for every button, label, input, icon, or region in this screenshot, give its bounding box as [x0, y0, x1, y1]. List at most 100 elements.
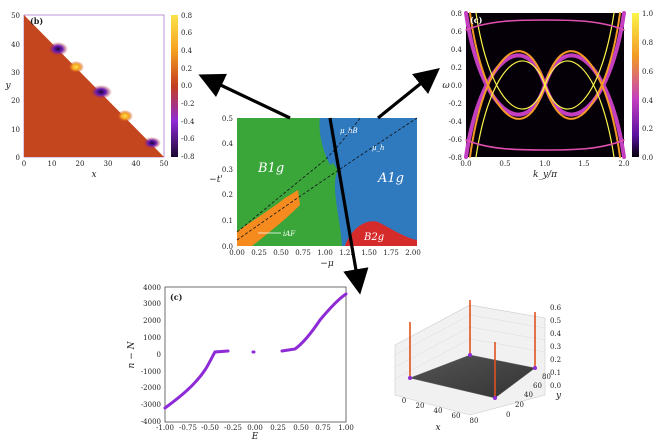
panel-c-ytick: -0.8: [449, 154, 463, 162]
panel-c-ytick: 0.0: [451, 82, 462, 90]
panel-b-vortex-4: [117, 110, 133, 122]
phase-xtick: 0.00: [229, 249, 245, 257]
panel-c-ytick: -0.6: [449, 136, 463, 144]
panel-c-xticks: 0.0 0.5 1.0 1.5 2.0: [460, 160, 629, 168]
panel-3d-xlabel: x: [435, 423, 440, 433]
panel-c-xtick: 0.0: [460, 160, 471, 168]
panel-count-xtick: 1.00: [338, 424, 354, 432]
panel-b-ytick: 20: [11, 97, 20, 105]
panel-c-ytick: -0.4: [449, 118, 463, 126]
panel-c-letter: (c): [470, 15, 483, 25]
panel-b-xlabel: x: [91, 170, 96, 180]
panel-c-cbtick: 1.0: [642, 10, 653, 18]
panel-b-colorbar-ticks: 0.8 0.6 0.4 0.2 0.0 -0.2 -0.4 -0.6 -0.8: [181, 12, 195, 161]
panel-count-ytick: -4000: [141, 418, 161, 426]
panel-b-xtick: 40: [132, 160, 141, 168]
panel-count-ytick: -3000: [141, 401, 161, 409]
panel-count: (c) -1.00 -0.75 -0.50 -0.25 0.00 0.25 0.…: [127, 284, 354, 440]
phase-xlabel: −μ: [320, 259, 334, 269]
panel-b-map: (b) 0 10 20 30 40 50 0 10 20 30 40 50 x …: [4, 12, 195, 180]
phase-xtick: 1.75: [383, 249, 399, 257]
panel-count-xtick: -1.00: [156, 424, 174, 432]
phase-label-mu-h: μ_h: [372, 144, 385, 152]
panel-count-xtick: 0.00: [247, 424, 263, 432]
panel-c-cbtick: 0.8: [642, 39, 653, 47]
panel-count-ytick: 3000: [143, 300, 161, 308]
phase-ytick: 0.4: [222, 140, 234, 148]
phase-xtick: 1.50: [361, 249, 377, 257]
panel-c-xtick: 1.0: [539, 160, 550, 168]
phase-boundary-mu-h: [236, 117, 418, 241]
phase-ytick: 0.2: [222, 191, 233, 199]
panel-c-cbtick: 0.2: [642, 125, 653, 133]
panel-3d-xtick: 40: [434, 407, 443, 415]
phase-ytick: 0.1: [222, 217, 233, 225]
panel-count-xtick: 0.25: [270, 424, 286, 432]
panel-count-yticks: 4000 3000 2000 1000 0 -1000 -2000 -3000 …: [141, 284, 161, 426]
phase-xtick: 0.50: [273, 249, 289, 257]
panel-b-ytick: 40: [11, 41, 20, 49]
phase-yticks: 0.5 0.4 0.3 0.2 0.1 0.0: [222, 115, 234, 251]
panel-b-xtick: 10: [48, 160, 57, 168]
panel-b-cbtick: 0.0: [181, 82, 192, 90]
panel-b-cbtick: -0.4: [181, 118, 195, 126]
panel-b-vortex-1: [48, 42, 68, 56]
panel-b-ytick: 0: [16, 154, 20, 162]
panel-count-ylabel: n − N: [127, 340, 137, 368]
panel-3d-ytick: 0: [506, 411, 510, 419]
panel-b-cbtick: 0.4: [181, 47, 193, 55]
panel-c-yticks: 0.8 0.6 0.4 0.2 0.0 -0.2 -0.4 -0.6 -0.8: [449, 10, 463, 162]
panel-b-cbtick: -0.6: [181, 135, 195, 143]
phase-xtick: 2.00: [405, 249, 421, 257]
phase-xtick: 0.75: [295, 249, 311, 257]
panel-b-cbtick: -0.2: [181, 100, 195, 108]
panel-b-ytick: 50: [11, 12, 20, 20]
panel-b-ytick: 10: [11, 126, 20, 134]
phase-xtick: 1.25: [339, 249, 355, 257]
arrow-to-panel-b: [198, 73, 291, 120]
panel-b-letter: (b): [30, 16, 43, 26]
panel-c-ytick: 0.2: [451, 64, 462, 72]
panel-3d-ytick: 60: [533, 382, 542, 390]
panel-c-spectrum: (c) 0.0 0.5 1.0 1.5 2.0 0.8 0.6 0.4 0.2 …: [442, 10, 653, 180]
panel-c-xtick: 1.5: [578, 160, 589, 168]
phase-b2g-region: [345, 221, 417, 246]
panel-b-vortex-2: [68, 61, 84, 73]
panel-3d-xtick: 0: [402, 397, 406, 405]
panel-c-bands: [464, 11, 626, 159]
phase-boundary-mu-hb: [236, 117, 361, 233]
panel-b-xticks: 0 10 20 30 40 50: [22, 160, 169, 168]
panel-c-colorbar-ticks: 1.0 0.8 0.6 0.4 0.2 0.0: [642, 10, 654, 162]
panel-count-xticks: -1.00 -0.75 -0.50 -0.25 0.00 0.25 0.50 0…: [156, 424, 354, 432]
phase-label-b1g: B1g: [257, 161, 284, 176]
phase-iaf-region: [237, 190, 300, 246]
panel-count-xtick: 0.75: [315, 424, 331, 432]
panel-c-ylabel: ω: [442, 81, 450, 91]
panel-3d-yticks: 0 20 40 60 80: [506, 373, 551, 419]
panel-b-xtick: 50: [160, 160, 169, 168]
panel-b-vortex-3: [90, 85, 112, 99]
panel-3d-ytick: 40: [524, 391, 533, 399]
panel-3d-xtick: 20: [416, 402, 425, 410]
panel-count-ytick: -1000: [141, 368, 161, 376]
phase-ylabel: −t': [209, 175, 223, 185]
panel-count-curve: [163, 292, 348, 410]
panel-count-frame: [164, 286, 347, 423]
panel-3d-ztick: 0.2: [550, 356, 561, 364]
panel-count-xtick: 0.50: [293, 424, 309, 432]
panel-c-ytick: 0.8: [451, 10, 462, 18]
phase-label-iaf: iAF: [283, 230, 296, 238]
panel-b-xtick: 0: [22, 160, 26, 168]
panel-3d-ytick: 20: [515, 401, 524, 409]
panel-count-ytick: 0: [157, 351, 161, 359]
panel-3d-spikes: [409, 300, 536, 398]
panel-count-xtick: -0.50: [201, 424, 219, 432]
panel-b-cbtick: 0.2: [181, 65, 192, 73]
panel-count-letter: (c): [170, 292, 183, 302]
panel-count-xlabel: E: [251, 432, 259, 440]
panel-3d-ylabel: y: [555, 391, 562, 401]
panel-b-cbtick: 0.8: [181, 12, 192, 20]
panel-3d-ztick: 0.6: [550, 304, 562, 312]
panel-count-ytick: 4000: [143, 284, 161, 292]
